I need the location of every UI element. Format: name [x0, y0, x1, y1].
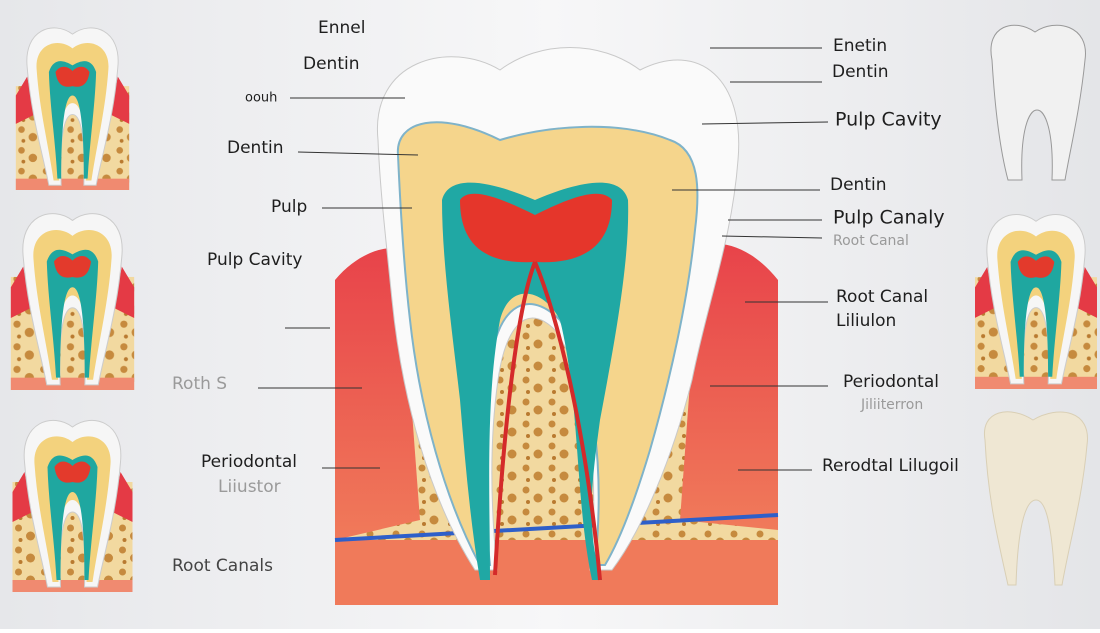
label: Rerodtal Lilugoil	[822, 456, 959, 476]
main-tooth	[334, 47, 779, 605]
side-tooth	[11, 419, 134, 592]
side-tooth	[984, 411, 1088, 586]
side-tooth	[990, 24, 1086, 181]
label: Pulp Cavity	[835, 109, 942, 131]
label: Periodontal	[843, 372, 939, 392]
label: Root Canals	[172, 556, 273, 576]
side-tooth	[975, 214, 1097, 390]
label: Root Canal	[833, 233, 909, 249]
label: Pulp Canaly	[833, 207, 945, 229]
leader-lines	[258, 47, 829, 471]
label: Pulp	[271, 197, 307, 217]
label: Pulp Cavity	[207, 250, 302, 270]
label: Periodontal	[201, 452, 297, 472]
label: Roth S	[172, 374, 227, 394]
label: Liliulon	[836, 311, 896, 331]
side-tooth	[15, 27, 130, 190]
label: Dentin	[227, 138, 284, 158]
label: Root Canal	[836, 287, 928, 307]
label: Enetin	[833, 36, 887, 56]
label: Jiliiterron	[860, 397, 923, 413]
label: Dentin	[830, 175, 887, 195]
label: oouh	[245, 91, 277, 106]
side-tooth	[10, 213, 135, 390]
label: Dentin	[832, 62, 889, 82]
label: Liiustor	[218, 477, 281, 497]
label: Dentin	[303, 54, 360, 74]
label: Ennel	[318, 18, 365, 38]
